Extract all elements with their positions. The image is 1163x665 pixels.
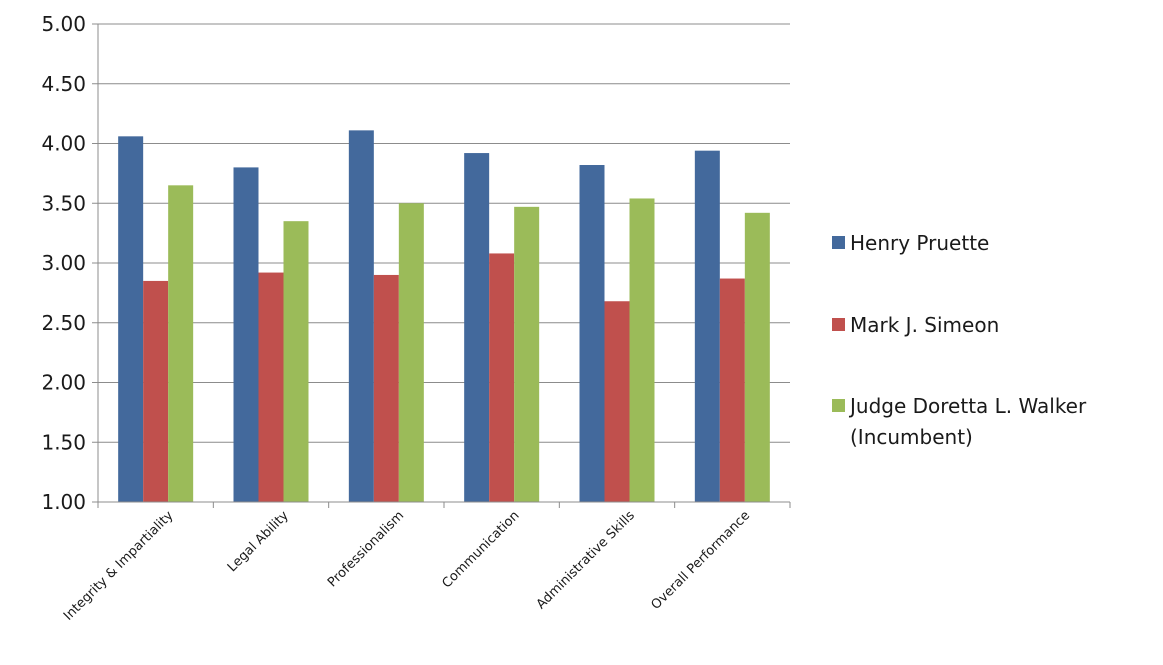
legend: Henry Pruette Mark J. Simeon Judge Doretta… (832, 231, 1087, 449)
y-tick-label: 2.00 (41, 371, 86, 395)
x-category-label: Integrity & Impartiality (61, 508, 177, 624)
y-tick-label: 5.00 (41, 12, 86, 36)
legend-label: (Incumbent) (850, 425, 973, 449)
x-category-label: Overall Performance (649, 508, 754, 613)
bars (118, 130, 770, 503)
legend-label: Henry Pruette (850, 231, 989, 255)
bar (258, 272, 284, 502)
bar (579, 165, 605, 502)
bar (719, 278, 745, 502)
bar (604, 301, 630, 502)
gridlines (98, 23, 790, 443)
bar (629, 198, 655, 502)
y-tick-label: 3.50 (41, 191, 86, 215)
bar (118, 136, 144, 502)
bar (143, 280, 169, 502)
x-category-label: Communication (439, 508, 522, 591)
x-category-label: Professionalism (325, 508, 407, 590)
legend-label: Mark J. Simeon (850, 313, 999, 337)
y-tick-label: 4.00 (41, 132, 86, 156)
y-tick-label: 4.50 (41, 72, 86, 96)
legend-label: Judge Doretta L. Walker (848, 394, 1087, 418)
y-axis: 1.00 1.50 2.00 2.50 3.00 3.50 4.00 4.50 5.00 (41, 12, 99, 514)
y-tick-label: 2.50 (41, 311, 86, 335)
bar (464, 153, 490, 502)
bar (283, 221, 309, 503)
legend-swatch (832, 318, 845, 331)
bar (233, 167, 259, 502)
bar (694, 150, 720, 503)
bar (373, 274, 399, 502)
legend-swatch (832, 236, 845, 249)
x-category-label: Administrative Skills (534, 508, 638, 612)
y-tick-label: 1.50 (41, 430, 86, 454)
bar (514, 206, 540, 502)
y-tick-label: 3.00 (41, 251, 86, 275)
bar (489, 253, 515, 502)
x-category-label: Legal Ability (225, 508, 292, 575)
bar (348, 130, 374, 503)
legend-swatch (832, 399, 845, 412)
bar (744, 212, 770, 502)
bar (168, 185, 194, 502)
bar (398, 203, 424, 502)
x-axis: Integrity & Impartiality Legal Ability Pro… (61, 501, 791, 624)
y-tick-label: 1.00 (41, 490, 86, 514)
